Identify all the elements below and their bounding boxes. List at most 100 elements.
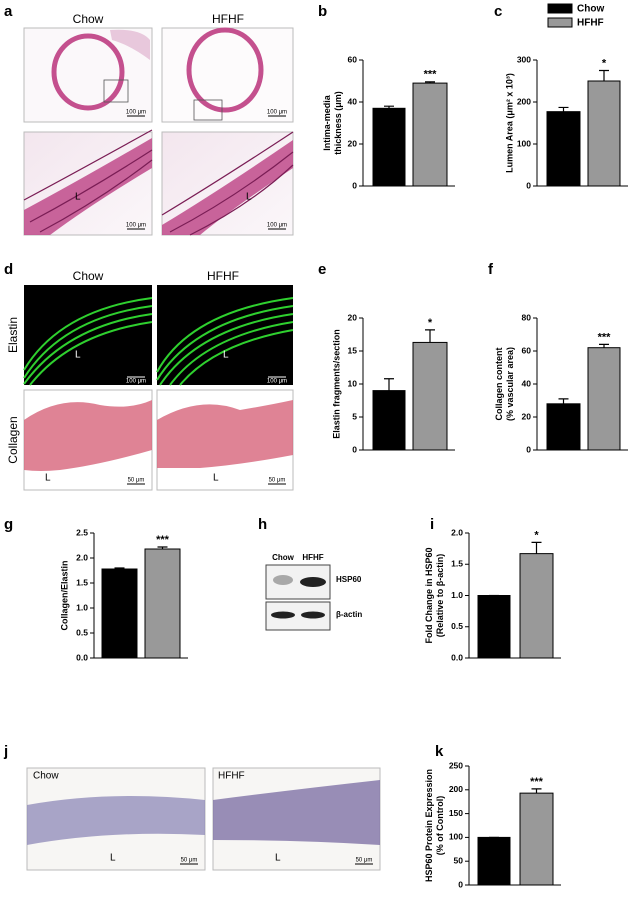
lamellae bbox=[23, 129, 153, 233]
significance: *** bbox=[598, 331, 612, 343]
band bbox=[273, 575, 293, 585]
panel-letter: j bbox=[3, 743, 8, 760]
significance: * bbox=[428, 317, 433, 329]
y-axis-label: Lumen Area (μm² x 10³) bbox=[504, 73, 514, 173]
y-axis-label: Intima-media bbox=[322, 94, 332, 151]
lumen-label: L bbox=[213, 473, 219, 484]
error-bar bbox=[599, 343, 609, 348]
scale-label: 50 μm bbox=[356, 858, 373, 864]
lumen-label: L bbox=[110, 853, 116, 864]
y-tick-label: 2.0 bbox=[451, 527, 463, 537]
vessel-ring bbox=[51, 33, 125, 111]
lane-label: HFHF bbox=[302, 553, 323, 562]
bar bbox=[546, 403, 581, 451]
bar bbox=[412, 341, 448, 451]
zoom-box bbox=[193, 99, 223, 121]
y-tick-label: 250 bbox=[449, 760, 463, 770]
column-label: Chow bbox=[33, 771, 59, 782]
error-bar bbox=[157, 546, 168, 549]
band bbox=[300, 577, 326, 587]
panel-h: h Chow HFHF HSP60 β-actin bbox=[258, 516, 362, 631]
vessel-wall bbox=[27, 796, 205, 845]
lumen-label: L bbox=[223, 350, 229, 361]
bar bbox=[412, 82, 448, 187]
error-bar bbox=[531, 541, 542, 554]
scale-label: 100 μm bbox=[126, 110, 146, 116]
error-bar bbox=[425, 81, 435, 84]
column-label: Chow bbox=[73, 12, 104, 26]
lumen-label: L bbox=[275, 853, 281, 864]
lamellae bbox=[161, 131, 294, 236]
y-tick-label: 20 bbox=[348, 138, 358, 148]
panel-letter: f bbox=[488, 261, 494, 278]
row-label: Collagen bbox=[6, 416, 20, 463]
band bbox=[301, 611, 325, 619]
y-axis-label: Collagen content bbox=[494, 347, 504, 420]
y-tick-label: 200 bbox=[517, 96, 531, 106]
column-label: HFHF bbox=[212, 12, 244, 26]
vessel-wall bbox=[162, 140, 293, 235]
y-tick-label: 20 bbox=[348, 312, 358, 322]
y-tick-label: 40 bbox=[348, 96, 358, 106]
panel-a: a Chow HFHF 100 μm 100 μm L 100 μm L 100… bbox=[4, 3, 294, 236]
band-label: β-actin bbox=[336, 610, 362, 619]
panel-letter: i bbox=[430, 516, 434, 533]
y-tick-label: 20 bbox=[522, 411, 532, 421]
elastin-fibers bbox=[156, 297, 294, 386]
y-axis-label: HSP60 Protein Expression bbox=[424, 769, 434, 882]
lumen-label: L bbox=[75, 350, 81, 361]
y-tick-label: 0.0 bbox=[451, 652, 463, 662]
y-axis-label: Collagen/Elastin bbox=[59, 560, 69, 630]
error-bar bbox=[558, 106, 569, 112]
panel-d: d Chow HFHF Elastin Collagen L 100 μm L … bbox=[4, 261, 294, 491]
legend: Chow HFHF bbox=[547, 3, 604, 29]
panel-letter: k bbox=[435, 743, 444, 760]
legend-swatch bbox=[547, 17, 573, 28]
y-tick-label: 15 bbox=[348, 345, 358, 355]
y-axis-label: (% of Control) bbox=[435, 796, 445, 855]
collagen-band bbox=[157, 400, 293, 468]
lumen-label: L bbox=[246, 192, 252, 203]
panel-letter: h bbox=[258, 516, 267, 533]
error-bar bbox=[384, 105, 394, 109]
y-tick-label: 150 bbox=[449, 808, 463, 818]
bar bbox=[519, 553, 554, 659]
significance: * bbox=[534, 529, 539, 541]
panel-letter: c bbox=[494, 3, 502, 20]
legend-label: HFHF bbox=[577, 18, 604, 29]
y-tick-label: 0.0 bbox=[76, 652, 88, 662]
bar bbox=[477, 836, 511, 886]
scale-label: 50 μm bbox=[269, 478, 286, 484]
y-tick-label: 5 bbox=[352, 411, 357, 421]
y-axis-label: Elastin fragments/section bbox=[331, 329, 341, 439]
legend-swatch bbox=[547, 3, 573, 14]
y-tick-label: 60 bbox=[522, 345, 532, 355]
y-tick-label: 0 bbox=[526, 180, 531, 190]
scale-label: 100 μm bbox=[126, 379, 146, 385]
significance: *** bbox=[156, 534, 170, 546]
error-bar bbox=[531, 788, 542, 794]
y-tick-label: 40 bbox=[522, 378, 532, 388]
band bbox=[271, 611, 295, 619]
y-tick-label: 0.5 bbox=[76, 627, 88, 637]
y-tick-label: 100 bbox=[517, 138, 531, 148]
y-axis-label: thickness (μm) bbox=[333, 91, 343, 155]
bar bbox=[587, 347, 621, 451]
y-tick-label: 1.0 bbox=[451, 590, 463, 600]
tissue bbox=[110, 29, 150, 60]
vessel-wall bbox=[24, 138, 152, 235]
y-tick-label: 100 bbox=[449, 832, 463, 842]
scale-label: 100 μm bbox=[267, 223, 287, 229]
y-tick-label: 0 bbox=[458, 879, 463, 889]
y-tick-label: 50 bbox=[454, 855, 464, 865]
y-tick-label: 200 bbox=[449, 784, 463, 794]
column-label: HFHF bbox=[218, 771, 245, 782]
significance: *** bbox=[424, 69, 438, 81]
y-axis-label: (% vascular area) bbox=[505, 347, 515, 421]
panel-j: j Chow L 50 μm HFHF L 50 μm bbox=[3, 743, 381, 871]
elastin-fibers bbox=[23, 297, 153, 386]
row-label: Elastin bbox=[6, 317, 20, 353]
y-tick-label: 0 bbox=[352, 180, 357, 190]
y-tick-label: 80 bbox=[522, 312, 532, 322]
